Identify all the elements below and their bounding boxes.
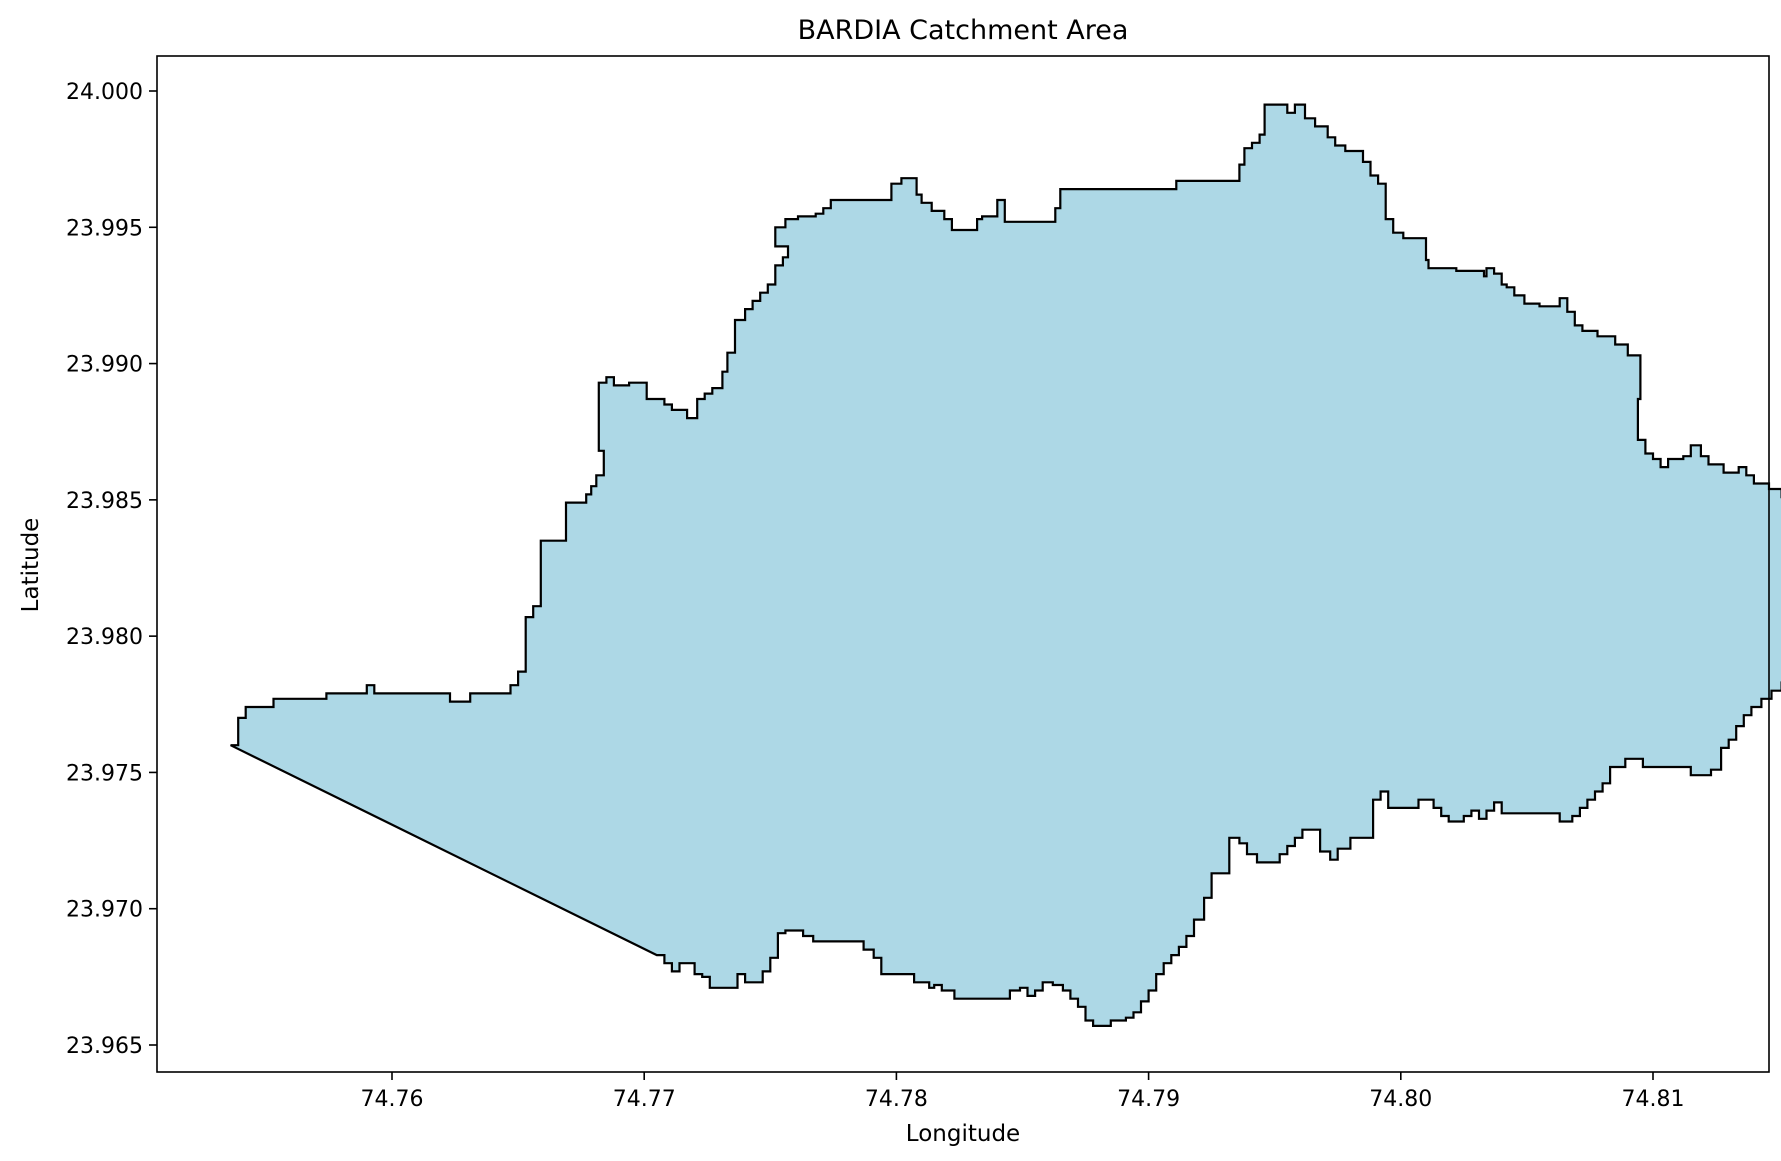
y-tick-label: 23.965 <box>66 1034 143 1059</box>
y-tick-label: 23.990 <box>66 353 143 378</box>
y-tick-label: 23.985 <box>66 489 143 514</box>
y-tick-label: 23.980 <box>66 625 143 650</box>
x-tick-label: 74.80 <box>1369 1087 1432 1112</box>
plot-area <box>156 55 1781 1073</box>
y-axis-label: Latitude <box>18 518 44 613</box>
y-axis-ticks: 23.965 23.970 23.975 23.980 23.985 23.990 23.9… <box>66 80 157 1059</box>
axes-frame <box>156 55 1770 1073</box>
x-axis-ticks: 74.76 74.77 74.78 74.79 74.80 74.81 <box>361 1072 1685 1112</box>
x-tick-label: 74.78 <box>865 1087 928 1112</box>
x-axis-label: Longitude <box>906 1121 1020 1147</box>
catchment-polygon <box>230 103 1781 1027</box>
y-tick-label: 23.995 <box>66 216 143 241</box>
y-tick-label: 23.970 <box>66 898 143 923</box>
x-tick-label: 74.81 <box>1622 1087 1685 1112</box>
x-tick-label: 74.77 <box>613 1087 676 1112</box>
chart-title: BARDIA Catchment Area <box>798 15 1129 46</box>
y-tick-label: 24.000 <box>66 80 143 105</box>
y-tick-label: 23.975 <box>66 761 143 786</box>
x-tick-label: 74.79 <box>1117 1087 1180 1112</box>
x-tick-label: 74.76 <box>361 1087 424 1112</box>
